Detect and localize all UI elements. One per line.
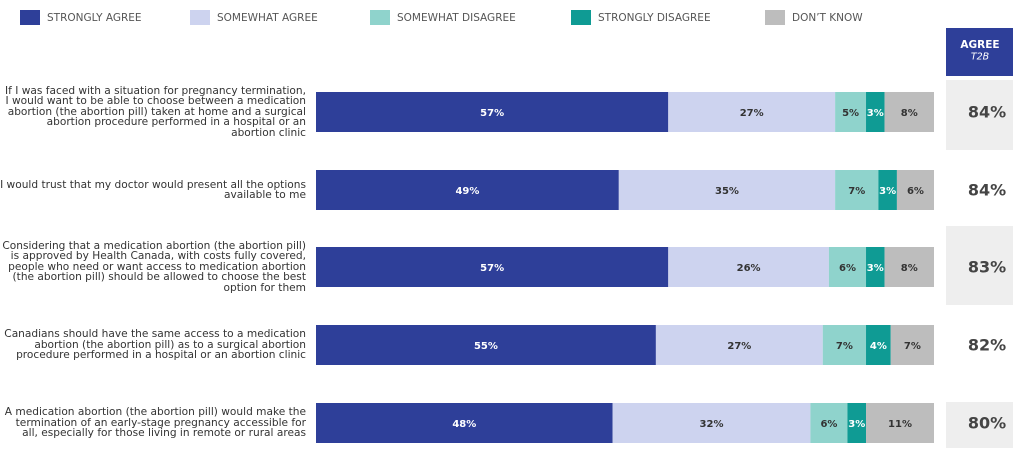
bar-segment (866, 403, 934, 443)
bar-segment (316, 403, 613, 443)
bar-segment (612, 403, 811, 443)
bar-segment (316, 170, 619, 210)
bar-value-label: 3% (848, 419, 865, 430)
bar-value-label: 3% (867, 263, 884, 274)
t2b-subtitle: T2B (971, 52, 989, 63)
bar-segment (835, 92, 867, 132)
bar-value-label: 4% (870, 341, 887, 352)
t2b-title: AGREE (960, 39, 999, 51)
bar-value-label: 49% (455, 186, 479, 197)
t2b-value: 80% (968, 414, 1006, 433)
bar-value-label: 6% (839, 263, 856, 274)
bar-value-label: 32% (700, 419, 724, 430)
bar-value-label: 11% (888, 419, 912, 430)
bar-segment (668, 92, 836, 132)
legend-label: SOMEWHAT DISAGREE (397, 12, 516, 24)
bar-value-label: 5% (842, 108, 859, 119)
bar-value-label: 27% (727, 341, 751, 352)
bar-value-label: 27% (740, 108, 764, 119)
bar-value-label: 7% (836, 341, 853, 352)
bar-value-label: 6% (907, 186, 924, 197)
t2b-header (946, 28, 1013, 76)
bar-value-label: 57% (480, 263, 504, 274)
page: If I was faced with a situation for preg… (0, 10, 1013, 448)
legend-label: SOMEWHAT AGREE (217, 12, 318, 24)
bar-value-label: 6% (820, 419, 837, 430)
category-label: Canadians should have the same access to… (4, 328, 306, 362)
bar-value-label: 57% (480, 108, 504, 119)
bar-value-label: 7% (904, 341, 921, 352)
bar-segment (618, 170, 836, 210)
bar-value-label: 7% (848, 186, 865, 197)
bar-segment (810, 403, 848, 443)
bar-segment (884, 247, 934, 287)
legend-label: STRONGLY AGREE (47, 12, 142, 24)
bar-segment (822, 325, 867, 365)
legend-label: STRONGLY DISAGREE (598, 12, 711, 24)
bar-segment (316, 247, 669, 287)
bar-segment (655, 325, 823, 365)
t2b-value: 82% (968, 336, 1006, 355)
bar-value-label: 48% (452, 419, 476, 430)
bar-segment (835, 170, 879, 210)
legend-swatch (765, 10, 785, 25)
bar-value-label: 35% (715, 186, 739, 197)
bar-segment (884, 92, 934, 132)
bar-segment (866, 247, 885, 287)
bar-value-label: 8% (901, 263, 918, 274)
bar-segment (847, 403, 867, 443)
category-label: If I was faced with a situation for preg… (5, 84, 306, 139)
bar-value-label: 3% (879, 186, 896, 197)
bar-segment (668, 247, 829, 287)
category-label: Considering that a medication abortion (… (2, 239, 306, 294)
bar-value-label: 8% (901, 108, 918, 119)
bar-segment (866, 325, 891, 365)
category-label: A medication abortion (the abortion pill… (4, 406, 306, 440)
t2b-value: 84% (968, 181, 1006, 200)
bar-value-label: 26% (737, 263, 761, 274)
legend-label: DON’T KNOW (792, 12, 863, 24)
t2b-background (946, 226, 1013, 305)
t2b-background (946, 80, 1013, 150)
chart: STRONGLY AGREE SOMEWHAT AGREE SOMEWHAT DIS… (20, 10, 1013, 448)
t2b-value: 84% (968, 103, 1006, 122)
bar-segment (316, 92, 669, 132)
bar-segment (890, 325, 934, 365)
bar-value-label: 3% (867, 108, 884, 119)
legend-swatch (190, 10, 210, 25)
legend-swatch (20, 10, 40, 25)
legend-swatch (370, 10, 390, 25)
category-label: I would trust that my doctor would prese… (0, 178, 306, 201)
bar-value-label: 55% (474, 341, 498, 352)
bar-segment (866, 92, 885, 132)
bar-segment (878, 170, 897, 210)
bar-segment (316, 325, 656, 365)
bar-segment (828, 247, 867, 287)
legend-swatch (571, 10, 591, 25)
t2b-value: 83% (968, 258, 1006, 277)
t2b-background (946, 402, 1013, 448)
bar-segment (896, 170, 934, 210)
